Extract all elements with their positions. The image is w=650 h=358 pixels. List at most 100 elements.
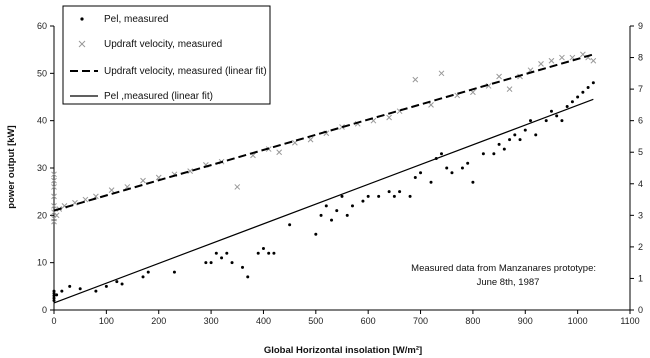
series-0-point xyxy=(450,171,454,175)
series-0-point xyxy=(471,180,475,184)
series-0-point xyxy=(141,275,145,279)
series-1-point xyxy=(590,57,597,64)
series-0-point xyxy=(429,180,433,184)
series-0-point xyxy=(324,204,328,208)
series-1-point xyxy=(559,54,565,61)
series-0-point xyxy=(502,147,506,151)
series-0-point xyxy=(529,119,533,123)
series-0-point xyxy=(387,190,391,194)
series-1-point xyxy=(412,76,419,83)
series-0-point xyxy=(172,270,176,274)
series-0-point xyxy=(52,299,56,303)
y-tick-label: 20 xyxy=(37,210,47,220)
series-0-point xyxy=(52,291,56,295)
series-0-point xyxy=(361,199,365,203)
series-0-point xyxy=(225,251,229,255)
series-0-point xyxy=(55,293,59,297)
series-0-point xyxy=(319,213,323,217)
x-tick-label: 900 xyxy=(518,316,533,326)
series-0-point xyxy=(120,282,124,286)
y2-tick-label: 1 xyxy=(638,273,643,283)
series-0-point xyxy=(460,166,464,170)
series-0-point xyxy=(586,86,590,90)
y-tick-label: 30 xyxy=(37,163,47,173)
series-2-fit-line xyxy=(53,53,594,212)
y2-tick-label: 5 xyxy=(638,147,643,157)
y-tick-label: 10 xyxy=(37,258,47,268)
y-ticks: 0 10 20 30 40 50 60 xyxy=(37,21,54,315)
series-0-point xyxy=(377,194,381,198)
series-0-point xyxy=(534,133,538,137)
series-0-point xyxy=(413,175,417,179)
x-tick-label: 1000 xyxy=(568,316,588,326)
series-0-point xyxy=(52,289,56,293)
series-0-point xyxy=(560,119,564,123)
series-0-point xyxy=(146,270,150,274)
series-0-point xyxy=(60,289,64,293)
series-1-point xyxy=(53,212,60,219)
series-1-point xyxy=(51,203,57,209)
legend-label-updraft: Updraft velocity, measured xyxy=(104,39,222,50)
series-0-point xyxy=(220,256,224,260)
x-tick-label: 500 xyxy=(308,316,323,326)
series-0-point xyxy=(518,138,522,142)
x-tick-label: 700 xyxy=(413,316,428,326)
series-1-point xyxy=(386,114,392,121)
series-0-point xyxy=(481,152,485,156)
series-1-point xyxy=(51,177,57,184)
legend-marker-pel xyxy=(80,17,84,21)
series-1-point xyxy=(234,184,241,190)
series-0-point xyxy=(256,251,260,255)
series-0-point xyxy=(246,275,250,279)
series-0-point xyxy=(398,190,402,194)
plot-area: 0 100 200 300 400 500 600 700 800 900 1000 1100 010… xyxy=(37,21,643,326)
legend-label-pel: Pel, measured xyxy=(104,14,168,25)
series-0-point xyxy=(350,204,354,208)
y2-tick-label: 3 xyxy=(638,210,643,220)
series-0-point xyxy=(419,171,423,175)
x-tick-label: 800 xyxy=(465,316,480,326)
x-tick-label: 0 xyxy=(51,316,56,326)
series-0-point xyxy=(115,280,119,284)
series-0-point xyxy=(78,287,82,291)
series-0-point xyxy=(68,284,72,288)
y-tick-label: 60 xyxy=(37,21,47,31)
series-0-point xyxy=(288,223,292,227)
series-0-point xyxy=(513,133,517,137)
y2-tick-label: 6 xyxy=(638,116,643,126)
series-0-point xyxy=(204,261,208,265)
x-tick-label: 200 xyxy=(151,316,166,326)
series-layer xyxy=(51,51,597,304)
series-0-point xyxy=(366,194,370,198)
x-tick-label: 100 xyxy=(99,316,114,326)
series-1-point xyxy=(276,149,283,156)
series-1-point xyxy=(496,73,502,80)
y-tick-label: 40 xyxy=(37,116,47,126)
series-1-point xyxy=(51,193,57,200)
series-1-point xyxy=(140,177,146,184)
series-1-point xyxy=(548,57,555,64)
x-tick-label: 600 xyxy=(361,316,376,326)
legend: Pel, measured Updraft velocity, measured… xyxy=(62,5,271,105)
series-1-point xyxy=(339,124,345,130)
series-0-point xyxy=(549,109,553,113)
series-0-point xyxy=(241,265,245,269)
legend-box xyxy=(62,5,271,105)
series-0-point xyxy=(230,261,234,265)
series-0-point xyxy=(570,100,574,104)
series-0-point xyxy=(555,114,559,118)
x-ticks: 0 100 200 300 400 500 600 700 800 900 1000 1100 xyxy=(51,310,640,326)
series-0-point xyxy=(439,152,443,156)
y2-tick-label: 8 xyxy=(638,53,643,63)
series-0-point xyxy=(52,296,56,300)
series-0-point xyxy=(466,161,470,165)
series-1-point xyxy=(72,199,78,206)
y2-tick-label: 0 xyxy=(638,305,643,315)
series-0-point xyxy=(581,90,585,94)
series-1-point xyxy=(51,184,57,190)
x-tick-label: 1100 xyxy=(620,316,639,326)
series-1-point xyxy=(538,61,544,67)
series-1-point xyxy=(187,168,193,175)
x-axis-title: Global Horizontal insolation [W/m²] xyxy=(264,345,422,356)
